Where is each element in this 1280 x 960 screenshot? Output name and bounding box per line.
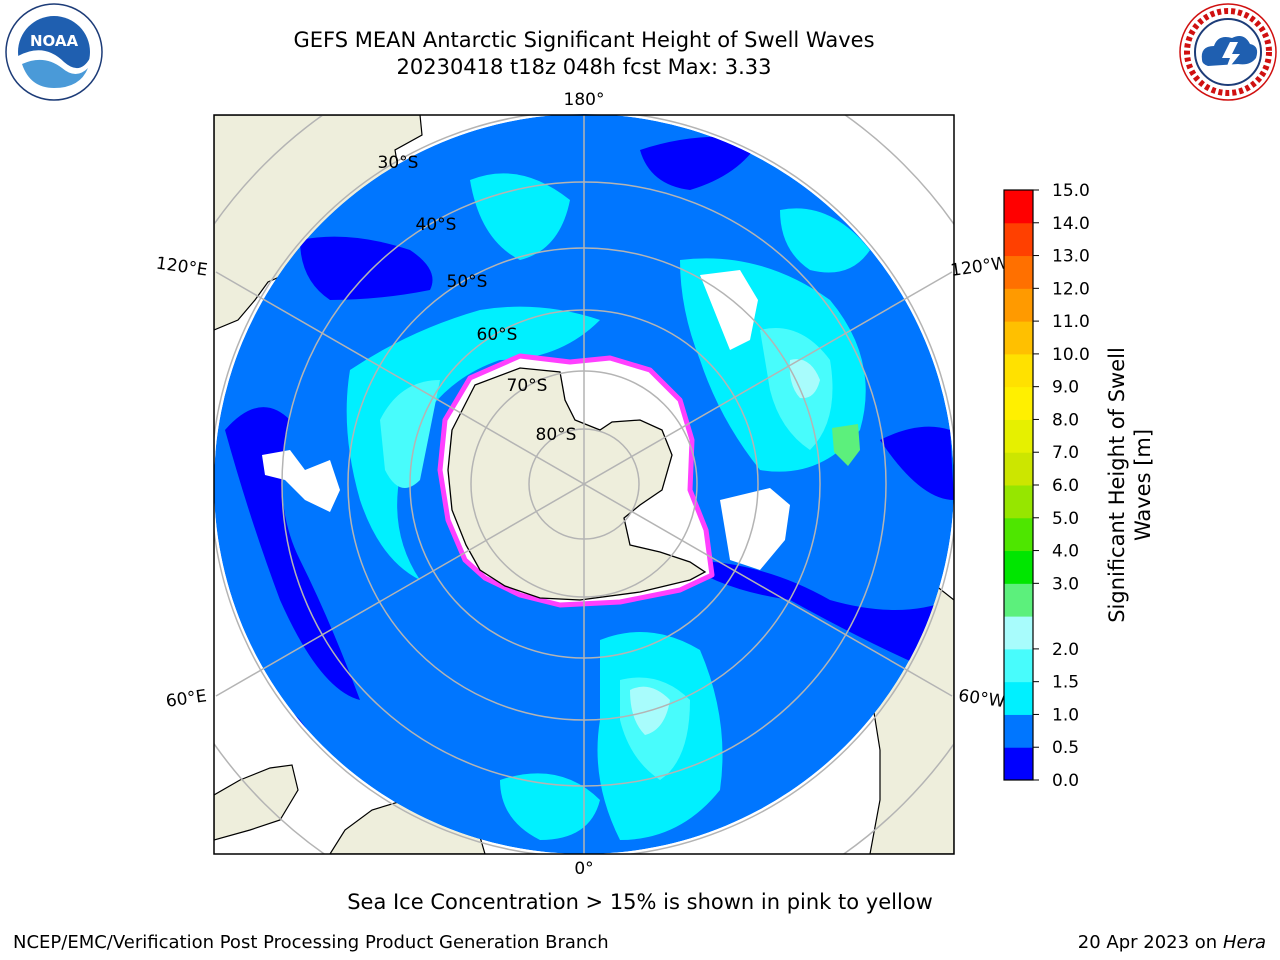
colorbar-tick-label: 4.0 <box>1052 542 1079 562</box>
meridian-label-120w: 120°W <box>949 253 1009 281</box>
colorbar-tick-label: 7.0 <box>1052 443 1079 463</box>
noaa-logo: NOAA <box>5 3 103 101</box>
antarctica <box>437 353 715 608</box>
colorbar-tick-label: 2.0 <box>1052 640 1079 660</box>
colorbar-swatch <box>1004 255 1033 289</box>
parallel-label-30s: 30°S <box>378 153 419 173</box>
colorbar-tick-label: 8.0 <box>1052 410 1079 430</box>
title-line-2: 20230418 t18z 048h fcst Max: 3.33 <box>396 55 772 79</box>
colorbar-title-line-1: Significant Height of Swell <box>1105 347 1129 623</box>
colorbar-tick-label: 11.0 <box>1052 312 1090 332</box>
colorbar-tick-label: 0.5 <box>1052 738 1079 758</box>
meridian-label-60e: 60°E <box>165 686 208 711</box>
meridian-60e-120w <box>215 271 953 697</box>
meridian-label-180: 180° <box>564 90 605 110</box>
colorbar-swatch <box>1004 452 1033 486</box>
colorbar-tick-label: 6.0 <box>1052 476 1079 496</box>
footer-date: 20 Apr 2023 on Hera <box>1078 932 1266 953</box>
colorbar-tick-label: 12.0 <box>1052 279 1090 299</box>
colorbar-swatch <box>1004 517 1033 552</box>
footer-date-text: 20 Apr 2023 on <box>1077 932 1223 953</box>
meridian-label-0: 0° <box>574 859 593 879</box>
noaa-logo-text: NOAA <box>30 32 79 50</box>
colorbar-swatch <box>1004 288 1033 322</box>
colorbar-swatch <box>1004 419 1033 453</box>
colorbar-swatch <box>1004 583 1033 617</box>
nws-logo <box>1179 3 1277 101</box>
colorbar-swatch <box>1004 681 1033 715</box>
colorbar-tick-label: 1.0 <box>1052 705 1079 725</box>
parallel-label-70s: 70°S <box>507 376 548 396</box>
colorbar-title-line-2: Waves [m] <box>1131 428 1155 542</box>
colorbar-swatch <box>1004 648 1033 683</box>
colorbar-tick-label: 10.0 <box>1052 345 1090 365</box>
graticule <box>214 115 954 854</box>
colorbar: 0.0 0.5 1.0 1.5 2.0 3.0 4.0 5.0 6.0 7.0 8.0 9.0 10.0… <box>1003 181 1090 791</box>
parallel-label-40s: 40°S <box>416 215 457 235</box>
sea-ice-caption: Sea Ice Concentration > 15% is shown in … <box>347 890 933 914</box>
parallel-label-80s: 80°S <box>536 425 577 445</box>
colorbar-tick-label: 0.0 <box>1052 771 1079 791</box>
colorbar-swatch <box>1004 321 1033 355</box>
colorbar-swatch <box>1004 550 1033 584</box>
colorbar-swatch <box>1004 747 1033 781</box>
colorbar-tick-label: 13.0 <box>1052 247 1090 267</box>
colorbar-tick-label: 14.0 <box>1052 214 1090 234</box>
colorbar-tick-label: 5.0 <box>1052 509 1079 529</box>
colorbar-tick-label: 1.5 <box>1052 673 1079 693</box>
antarctica-land <box>447 367 707 601</box>
colorbar-swatch <box>1004 386 1033 420</box>
colorbar-swatch <box>1004 616 1033 650</box>
colorbar-tick-label: 3.0 <box>1052 574 1079 594</box>
colorbar-tick-label: 9.0 <box>1052 378 1079 398</box>
colorbar-swatch <box>1004 353 1033 388</box>
madagascar-land <box>214 764 299 841</box>
colorbar-swatch <box>1004 485 1033 519</box>
colorbar-swatch <box>1004 714 1033 748</box>
colorbar-tick-label: 15.0 <box>1052 181 1090 201</box>
title-line-1: GEFS MEAN Antarctic Significant Height o… <box>293 28 875 52</box>
parallel-label-60s: 60°S <box>477 325 518 345</box>
footer-machine: Hera <box>1222 932 1266 953</box>
meridian-label-120e: 120°E <box>155 254 209 281</box>
meridian-label-60w: 60°W <box>957 686 1006 712</box>
colorbar-swatch <box>1004 190 1033 224</box>
parallel-label-50s: 50°S <box>447 272 488 292</box>
map-frame <box>213 114 955 855</box>
footer-branch: NCEP/EMC/Verification Post Processing Pr… <box>13 932 609 953</box>
colorbar-swatch <box>1004 222 1033 257</box>
